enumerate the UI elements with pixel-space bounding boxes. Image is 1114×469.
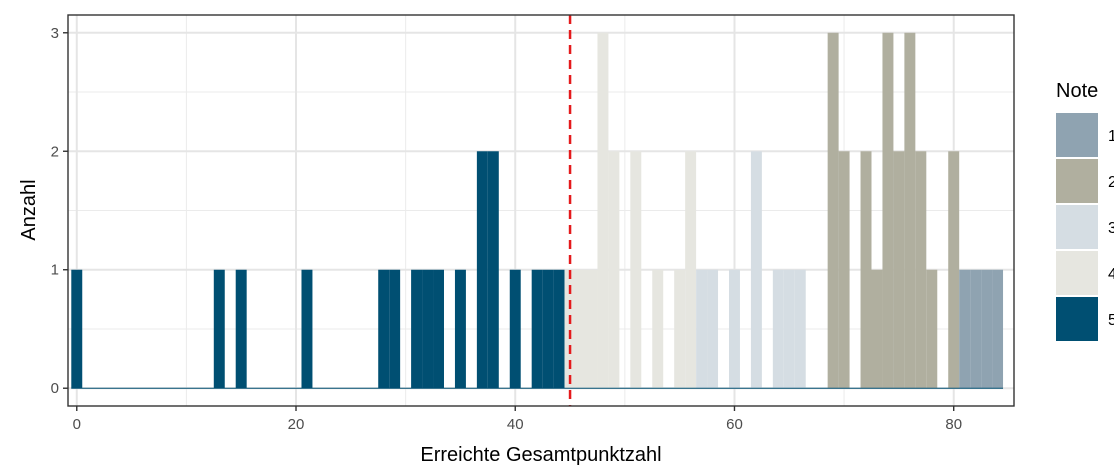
histogram-bar	[728, 269, 740, 389]
histogram-bar	[948, 151, 960, 389]
legend-key-swatch	[1056, 113, 1098, 157]
histogram-bar	[509, 269, 521, 389]
histogram-bar	[783, 269, 795, 389]
histogram-bar	[487, 151, 499, 389]
y-axis-title: Anzahl	[18, 179, 40, 240]
histogram-bar	[630, 151, 642, 389]
histogram-bar	[893, 151, 905, 389]
legend: Note 1 2 3 4 5	[1056, 80, 1114, 341]
histogram-bar	[992, 269, 1004, 389]
histogram-bar	[454, 269, 466, 389]
histogram-bar	[411, 269, 423, 389]
histogram-bar	[575, 269, 587, 389]
histogram-bar	[750, 151, 762, 389]
histogram-bar	[904, 32, 916, 389]
histogram-bar	[531, 269, 543, 389]
histogram-bar	[838, 151, 850, 389]
legend-key-label: 5	[1108, 312, 1114, 329]
histogram-bar	[608, 151, 620, 389]
x-tick-label: 0	[73, 416, 81, 433]
axes: 0 20 40 60 80 0 1 2 3	[51, 25, 962, 433]
histogram-bar	[71, 269, 83, 389]
bars	[71, 32, 1004, 389]
histogram-bar	[827, 32, 839, 389]
histogram-bar	[542, 269, 554, 389]
legend-key-swatch	[1056, 251, 1098, 295]
legend-key-label: 4	[1108, 266, 1114, 283]
x-axis-title: Erreichte Gesamtpunktzahl	[420, 444, 661, 466]
histogram-bar	[597, 32, 609, 389]
histogram-bar	[772, 269, 784, 389]
legend-key-label: 2	[1108, 174, 1114, 191]
histogram-bar	[433, 269, 444, 389]
histogram-bar	[476, 151, 488, 389]
legend-key-swatch	[1056, 159, 1098, 203]
histogram-bar	[696, 269, 708, 389]
histogram-bar	[926, 269, 938, 389]
histogram-bar	[707, 269, 719, 389]
histogram-bar	[564, 269, 576, 389]
x-tick-label: 80	[945, 416, 962, 433]
histogram-bar	[860, 151, 872, 389]
histogram-bar	[674, 269, 686, 389]
histogram-bar	[882, 32, 894, 389]
legend-key-swatch	[1056, 297, 1098, 341]
legend-key-label: 1	[1108, 128, 1114, 145]
histogram-bar	[981, 269, 993, 389]
histogram-bar	[586, 269, 598, 389]
histogram-bar	[553, 269, 565, 389]
histogram-bar	[301, 269, 313, 389]
y-tick-label: 1	[51, 262, 59, 279]
histogram-bar	[871, 269, 883, 389]
histogram-bar	[652, 269, 664, 389]
legend-key-swatch	[1056, 205, 1098, 249]
histogram-bar	[970, 269, 982, 389]
plot-panel-border	[67, 14, 1015, 407]
histogram-bar	[685, 151, 697, 389]
histogram-bar	[422, 269, 434, 389]
legend-key-label: 3	[1108, 220, 1114, 237]
histogram-bar	[213, 269, 225, 389]
x-tick-label: 20	[288, 416, 305, 433]
histogram-bar	[915, 151, 927, 389]
x-tick-label: 40	[507, 416, 524, 433]
histogram-bar	[389, 269, 401, 389]
y-tick-label: 3	[51, 25, 59, 42]
legend-title: Note	[1056, 80, 1098, 102]
histogram-bar	[378, 269, 390, 389]
histogram-bar	[235, 269, 247, 389]
x-tick-label: 60	[726, 416, 743, 433]
histogram-bar	[794, 269, 806, 389]
y-tick-label: 2	[51, 143, 59, 160]
y-tick-label: 0	[51, 380, 59, 397]
histogram-bar	[959, 269, 971, 389]
